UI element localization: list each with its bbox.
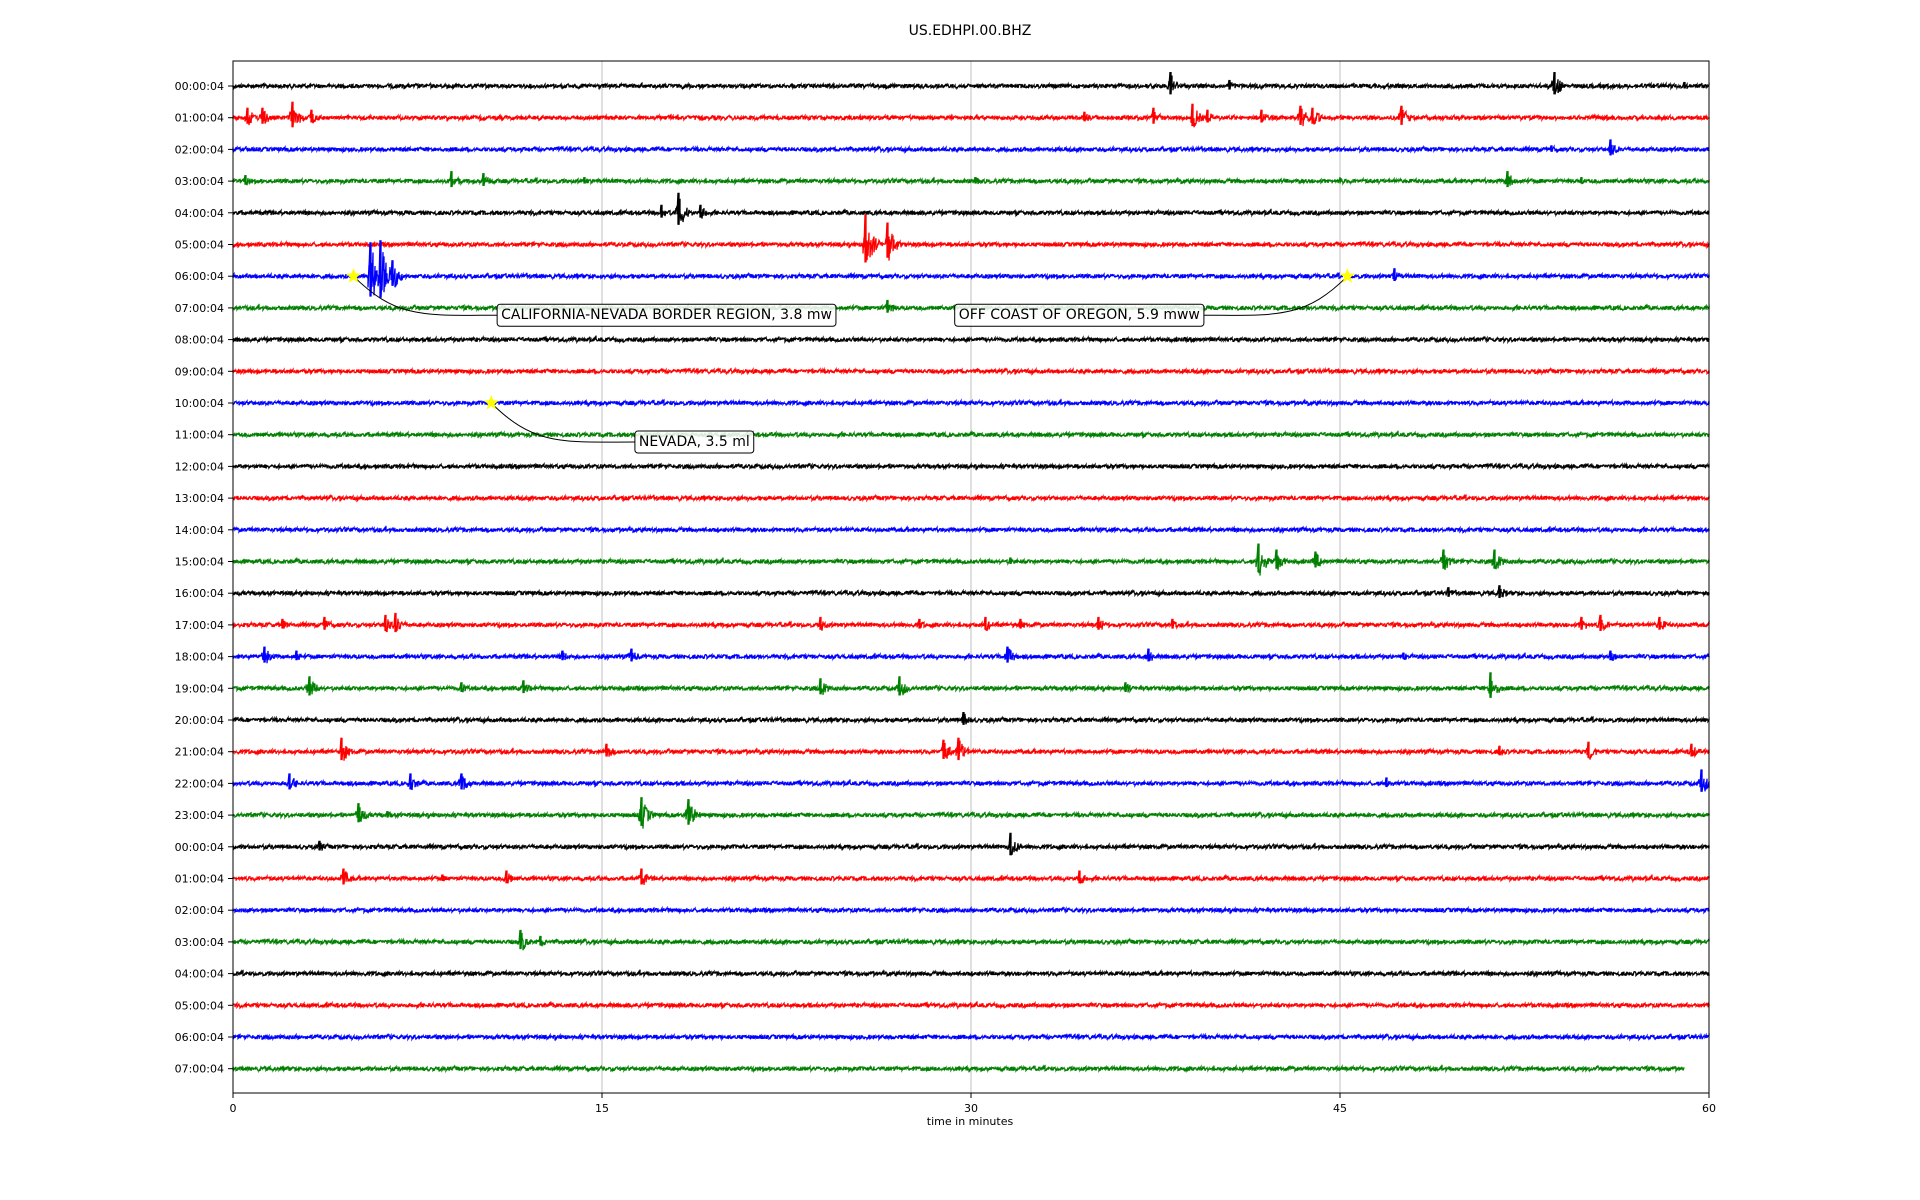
row-time-label: 18:00:04 — [175, 651, 224, 664]
row-time-label: 22:00:04 — [175, 777, 224, 790]
annotation-label: NEVADA, 3.5 ml — [639, 434, 750, 450]
trace-row — [232, 868, 1710, 885]
trace-row — [232, 737, 1710, 761]
trace-row — [232, 461, 1710, 472]
annotation-label: OFF COAST OF OREGON, 5.9 mww — [959, 307, 1200, 323]
x-axis-ticks: 0 15 30 45 60 — [230, 1093, 1716, 1115]
annotation-box — [954, 303, 1205, 327]
row-time-label: 12:00:04 — [175, 460, 224, 473]
row-time-label: 20:00:04 — [175, 714, 224, 727]
row-time-label: 06:00:04 — [175, 270, 224, 283]
x-axis-label: time in minutes — [927, 1115, 1014, 1128]
row-time-label: 04:00:04 — [175, 207, 224, 220]
row-time-label: 00:00:04 — [175, 841, 224, 854]
trace-row — [232, 493, 1710, 503]
trace-row — [232, 832, 1710, 856]
trace-row — [232, 612, 1710, 633]
row-time-label: 01:00:04 — [175, 873, 224, 886]
trace-row — [232, 525, 1710, 535]
x-tick-label: 15 — [595, 1102, 609, 1115]
trace-row — [232, 429, 1710, 440]
trace-row — [232, 214, 1710, 263]
trace-row — [232, 929, 1710, 951]
x-tick-label: 45 — [1333, 1102, 1347, 1115]
row-time-label: 05:00:04 — [175, 999, 224, 1012]
row-time-label: 21:00:04 — [175, 746, 224, 759]
row-time-label: 02:00:04 — [175, 904, 224, 917]
x-tick-label: 30 — [964, 1102, 978, 1115]
trace-row — [232, 240, 1710, 298]
row-time-label: 17:00:04 — [175, 619, 224, 632]
grid-lines — [601, 61, 1341, 1093]
trace-row — [232, 1063, 1685, 1074]
trace-row — [232, 1000, 1710, 1011]
trace-row — [232, 968, 1710, 979]
annotation-connector — [490, 402, 635, 443]
trace-row — [232, 672, 1710, 698]
trace-row — [232, 139, 1710, 156]
row-time-label: 02:00:04 — [175, 143, 224, 156]
row-time-label: 10:00:04 — [175, 397, 224, 410]
annotation-connector — [353, 275, 498, 316]
trace-row — [232, 1032, 1710, 1042]
event-annotations: CALIFORNIA-NEVADA BORDER REGION, 3.8 mw O… — [345, 268, 1355, 454]
trace-row — [232, 905, 1710, 915]
event-star-marker — [1339, 268, 1355, 283]
row-time-label: 19:00:04 — [175, 682, 224, 695]
row-time-label: 04:00:04 — [175, 968, 224, 981]
trace-row — [232, 543, 1710, 576]
trace-row — [232, 797, 1710, 829]
annotation-box — [496, 303, 837, 327]
row-time-label: 05:00:04 — [175, 239, 224, 252]
row-time-label: 16:00:04 — [175, 587, 224, 600]
row-time-label: 11:00:04 — [175, 429, 224, 442]
annotation-label: CALIFORNIA-NEVADA BORDER REGION, 3.8 mw — [501, 307, 832, 323]
trace-row — [232, 71, 1710, 95]
trace-row — [232, 585, 1710, 599]
trace-row — [232, 769, 1710, 792]
x-tick-label: 60 — [1702, 1102, 1716, 1115]
row-time-label: 01:00:04 — [175, 112, 224, 125]
annotation-connector — [1203, 275, 1348, 316]
row-time-label: 03:00:04 — [175, 936, 224, 949]
row-time-label: 07:00:04 — [175, 302, 224, 315]
row-time-label: 14:00:04 — [175, 524, 224, 537]
chart-title: US.EDHPI.00.BHZ — [909, 23, 1032, 39]
event-annotation: OFF COAST OF OREGON, 5.9 mww — [954, 268, 1355, 327]
row-time-labels: 00:00:04 01:00:04 02:00:04 03:00:04 04:00:04… — [175, 80, 233, 1076]
event-annotation: NEVADA, 3.5 ml — [483, 395, 755, 454]
event-annotation: CALIFORNIA-NEVADA BORDER REGION, 3.8 mw — [345, 268, 837, 327]
row-time-label: 15:00:04 — [175, 556, 224, 569]
row-time-label: 08:00:04 — [175, 334, 224, 347]
trace-row — [232, 171, 1710, 188]
row-time-label: 00:00:04 — [175, 80, 224, 93]
plot-frame — [232, 60, 1710, 1094]
row-time-label: 23:00:04 — [175, 809, 224, 822]
trace-row — [232, 711, 1710, 725]
row-time-label: 13:00:04 — [175, 492, 224, 505]
trace-row — [232, 334, 1710, 345]
trace-row — [232, 192, 1710, 225]
trace-row — [232, 646, 1710, 664]
trace-row — [232, 398, 1710, 408]
event-star-marker — [483, 395, 499, 410]
annotation-box — [634, 430, 755, 454]
event-star-marker — [345, 268, 362, 283]
trace-row — [232, 101, 1710, 128]
trace-row — [232, 366, 1710, 377]
row-time-label: 03:00:04 — [175, 175, 224, 188]
row-time-label: 07:00:04 — [175, 1063, 224, 1076]
x-tick-label: 0 — [230, 1102, 237, 1115]
row-time-label: 09:00:04 — [175, 365, 224, 378]
row-time-label: 06:00:04 — [175, 1031, 224, 1044]
